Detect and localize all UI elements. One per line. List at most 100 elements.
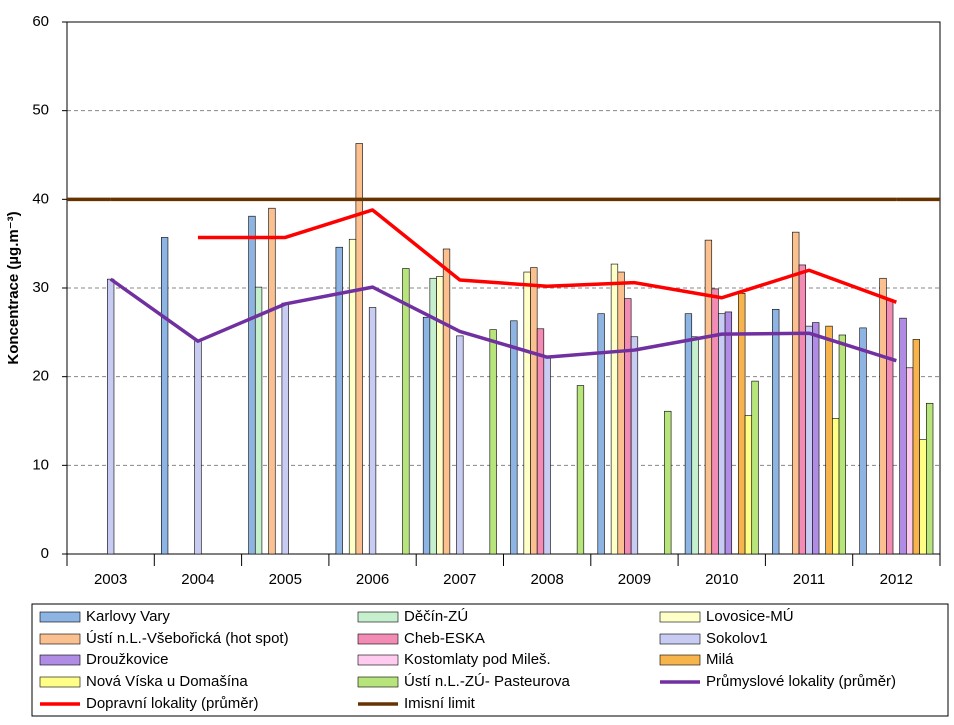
bar [919,439,927,555]
legend-label: Ústí n.L.-Všebořická (hot spot) [86,630,289,647]
bar [268,207,276,555]
bar [523,271,531,555]
legend-swatch [39,654,81,666]
series-line [109,277,897,363]
legend-label: Karlovy Vary [86,608,170,625]
bar [906,367,914,555]
x-tick-label: 2012 [880,571,913,588]
bar [530,267,538,555]
bar [624,298,632,555]
bar [711,288,719,555]
legend-label: Sokolov1 [706,630,768,647]
y-axis-label: Koncentrace (µg.m⁻³) [5,211,22,364]
x-tick-label: 2008 [530,571,563,588]
legend-swatch [357,654,399,666]
bar [536,328,545,555]
bar [422,316,431,555]
x-tick-label: 2007 [443,571,476,588]
legend-swatch [659,611,701,623]
legend-swatch [39,611,81,623]
bar [879,277,887,555]
bar [912,339,920,555]
bar [899,317,907,555]
bar [107,278,115,555]
bar [664,410,672,555]
legend-swatch [357,633,399,645]
legend-swatch [39,633,81,645]
bar [597,313,605,555]
legend-label: Milá [706,651,734,668]
y-tick-label: 60 [32,13,49,30]
bar [792,231,800,555]
x-tick-label: 2003 [94,571,127,588]
bar [576,385,585,555]
legend-label: Nová Víska u Domašína [86,673,248,690]
y-tick-label: 30 [32,279,49,296]
series-line [197,208,897,304]
bar [832,418,840,555]
y-tick-label: 40 [32,190,49,207]
legend-label: Ústí n.L.-ZÚ- Pasteurova [404,673,571,690]
bar [355,143,363,555]
bar [617,271,625,555]
bar [489,329,497,555]
bar [161,237,169,555]
bar [254,286,263,555]
bar [610,263,619,555]
x-tick-label: 2010 [705,571,738,588]
bar [718,313,726,555]
bar [805,325,813,555]
bar [630,336,639,555]
legend-swatch [39,676,81,688]
bar [812,322,820,555]
bar [684,313,693,555]
bar [281,302,289,555]
bar [543,356,551,555]
legend-swatch [659,654,701,666]
x-tick-label: 2006 [356,571,389,588]
legend-label: Cheb-ESKA [404,630,485,647]
legend-swatch [659,633,701,645]
bar [510,320,518,555]
legend-label: Kostomlaty pod Mileš. [404,651,551,668]
bar [798,264,807,555]
legend-label: Droužkovice [86,651,169,668]
legend-swatch [357,611,399,623]
bar [825,325,833,555]
x-tick-label: 2009 [618,571,651,588]
y-tick-label: 10 [32,456,49,473]
bar [926,402,934,555]
legend-label: Dopravní lokality (průměr) [86,695,259,712]
bar [436,276,444,555]
legend-label: Děčín-ZÚ [404,608,468,625]
bar [348,238,357,555]
y-tick-label: 0 [41,545,49,562]
bar [772,308,780,555]
legend-label: Imisní limit [404,695,476,712]
bar [859,327,867,555]
legend-box [31,603,949,717]
x-tick-label: 2004 [181,571,214,588]
y-tick-label: 20 [32,368,49,385]
bar [704,239,713,555]
legend-swatch [357,676,399,688]
bar [335,246,343,555]
y-tick-label: 50 [32,102,49,119]
bar [248,215,256,555]
bar [194,340,202,555]
legend-label: Průmyslové lokality (průměr) [706,673,896,690]
bar [691,336,699,555]
bar [456,335,464,555]
x-tick-label: 2011 [793,571,825,588]
x-tick-label: 2005 [269,571,302,588]
bar [744,415,753,555]
bar [886,300,894,555]
bar [402,268,410,555]
bar [442,248,451,555]
bar [838,334,847,555]
legend-label: Lovosice-MÚ [706,608,794,625]
bar [368,307,377,555]
bar [724,311,733,555]
bar [751,380,759,555]
